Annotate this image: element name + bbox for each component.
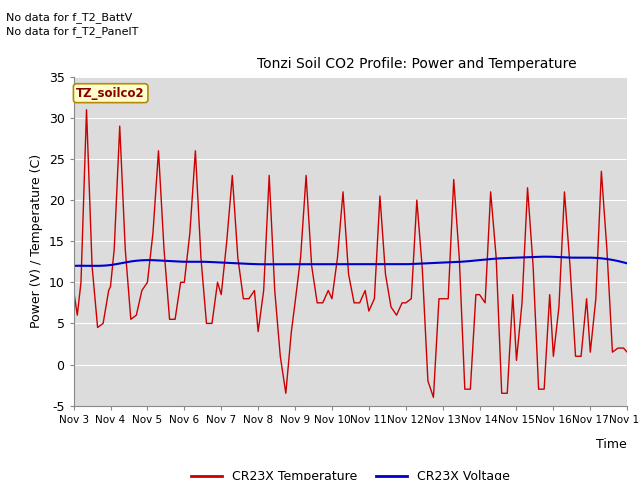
Text: No data for f_T2_PanelT: No data for f_T2_PanelT [6,26,139,37]
Legend: CR23X Temperature, CR23X Voltage: CR23X Temperature, CR23X Voltage [186,465,515,480]
Text: TZ_soilco2: TZ_soilco2 [76,87,145,100]
Text: No data for f_T2_BattV: No data for f_T2_BattV [6,12,132,23]
Title: Tonzi Soil CO2 Profile: Power and Temperature: Tonzi Soil CO2 Profile: Power and Temper… [257,58,577,72]
Text: Time: Time [596,439,627,452]
Y-axis label: Power (V) / Temperature (C): Power (V) / Temperature (C) [30,154,43,328]
